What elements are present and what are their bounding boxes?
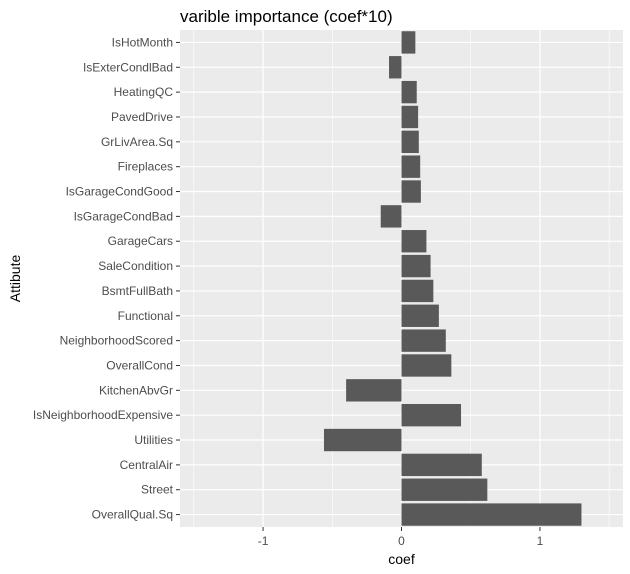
bar-garagecars (401, 230, 427, 253)
x-axis-title: coef (388, 551, 415, 567)
bar-overallcond (401, 354, 452, 377)
bar-bsmtfullbath (401, 279, 434, 303)
bar-functional (401, 304, 439, 327)
bar-isgaragecondgood (401, 180, 421, 203)
y-tick-label: BsmtFullBath (102, 284, 173, 298)
y-tick-label: IsGarageCondGood (66, 185, 173, 199)
x-axis: -1 0 1 (258, 527, 544, 548)
bar-street (401, 478, 488, 501)
y-tick-label: IsExterCondlBad (83, 60, 173, 74)
y-tick-label: HeatingQC (114, 85, 174, 99)
y-tick-label: OverallQual.Sq (92, 508, 173, 522)
bar-neighborhoodscored (401, 329, 446, 352)
y-axis-title: Attibute (7, 255, 23, 303)
x-tick-label: 1 (537, 534, 544, 548)
y-tick-label: IsNeighborhoodExpensive (33, 408, 173, 422)
y-tick-label: CentralAir (120, 458, 173, 472)
bar-fireplaces (401, 155, 421, 178)
bars (323, 31, 582, 526)
y-tick-label: GrLivArea.Sq (101, 135, 173, 149)
bar-salecondition (401, 254, 431, 278)
x-tick-label: -1 (258, 534, 269, 548)
y-tick-label: Utilities (134, 433, 173, 447)
bar-heatingqc (401, 80, 417, 104)
bar-grlivarea-sq (401, 130, 419, 154)
y-tick-label: GarageCars (108, 234, 173, 248)
y-tick-label: SaleCondition (98, 259, 173, 273)
bar-isgaragecondbad (380, 205, 402, 228)
chart-title: varible importance (coef*10) (180, 7, 393, 26)
bar-ishotmonth (401, 31, 416, 54)
bar-utilities (323, 428, 402, 452)
y-tick-label: IsGarageCondBad (74, 209, 173, 223)
y-tick-label: IsHotMonth (112, 35, 173, 49)
y-tick-label: Street (141, 483, 174, 497)
y-axis: OverallQual.Sq Street CentralAir Utilities I… (33, 35, 180, 522)
bar-overallqual-sq (401, 503, 582, 526)
bar-isneighborhoodexpensive (401, 403, 462, 427)
y-tick-label: PavedDrive (111, 110, 173, 124)
y-tick-label: KitchenAbvGr (99, 383, 173, 397)
bar-kitchenabvgr (346, 379, 402, 402)
x-tick-label: 0 (398, 534, 405, 548)
y-tick-label: OverallCond (106, 358, 173, 372)
y-tick-label: Functional (118, 309, 173, 323)
bar-centralair (401, 453, 482, 477)
y-tick-label: NeighborhoodScored (60, 334, 173, 348)
y-tick-label: Fireplaces (118, 160, 173, 174)
bar-isextercondlbad (389, 56, 402, 79)
bar-paveddrive (401, 105, 419, 129)
